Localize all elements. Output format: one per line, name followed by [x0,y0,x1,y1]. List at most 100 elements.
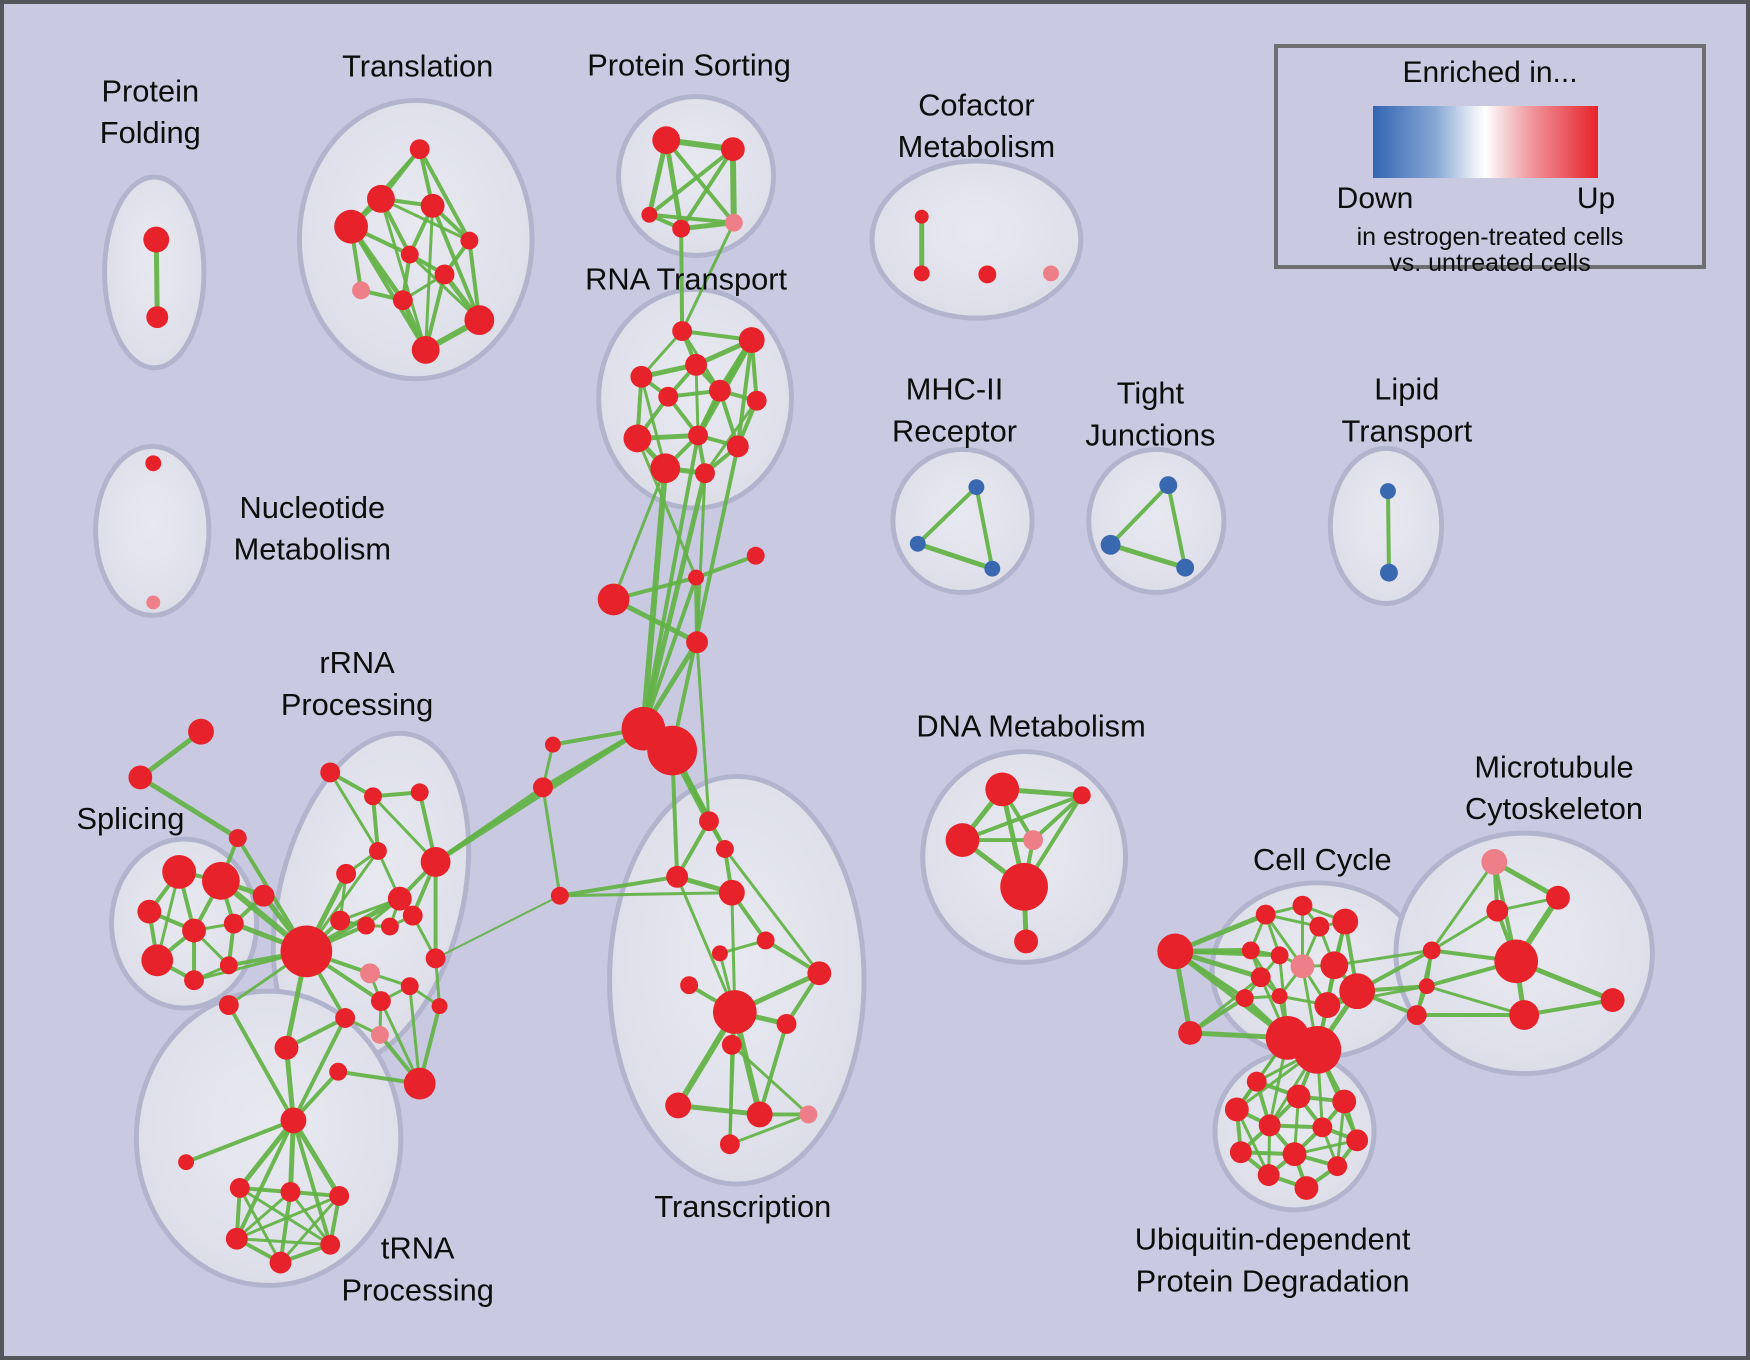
node-w9[interactable] [1327,1156,1348,1177]
node-r3[interactable] [630,365,653,388]
node-s1[interactable] [201,861,240,900]
node-th[interactable] [280,1107,307,1134]
node-pf0[interactable] [143,226,170,253]
node-w0[interactable] [1246,1071,1267,1092]
node-d2[interactable] [945,823,980,857]
node-q17[interactable] [370,1025,389,1044]
node-u0[interactable] [178,1154,195,1171]
node-v12[interactable] [746,1101,773,1128]
node-u1[interactable] [229,1178,250,1198]
node-w1[interactable] [1286,1084,1311,1109]
node-q15[interactable] [431,998,448,1015]
node-nn1[interactable] [533,777,553,798]
node-d5[interactable] [1014,929,1039,954]
node-r0[interactable] [672,321,693,342]
node-b1[interactable] [909,535,926,552]
node-v9[interactable] [776,1014,797,1034]
node-t8[interactable] [392,290,413,311]
node-q10[interactable] [402,905,423,926]
node-d4[interactable] [1000,862,1048,911]
node-g5[interactable] [1241,941,1260,960]
node-g16[interactable] [1406,1005,1427,1025]
node-pf1[interactable] [146,306,169,329]
node-x0[interactable] [188,718,214,745]
node-b0[interactable] [968,479,985,496]
node-w2[interactable] [1332,1089,1357,1114]
node-k4[interactable] [1509,1000,1540,1030]
node-g3[interactable] [1309,916,1330,937]
node-u3[interactable] [329,1186,350,1206]
node-t7[interactable] [352,281,370,300]
node-s7[interactable] [219,956,238,975]
node-s3[interactable] [182,918,206,943]
node-k5[interactable] [1600,988,1625,1013]
node-gh2[interactable] [1293,1025,1342,1074]
node-q13[interactable] [400,977,419,996]
node-s4[interactable] [223,913,244,934]
node-v8[interactable] [712,990,757,1034]
node-b2[interactable] [984,560,1001,577]
node-w4[interactable] [1258,1114,1281,1137]
node-k1[interactable] [1546,885,1570,910]
node-s0[interactable] [162,854,197,889]
node-n0[interactable] [145,455,162,472]
node-r8[interactable] [688,425,708,446]
node-g0[interactable] [1157,933,1194,970]
node-p1[interactable] [720,137,745,162]
node-g8[interactable] [1320,951,1349,980]
node-r5[interactable] [708,379,731,402]
node-w3[interactable] [1224,1097,1249,1122]
node-g15[interactable] [1418,978,1435,995]
node-w7[interactable] [1229,1141,1252,1164]
node-v6[interactable] [807,961,832,986]
node-v13[interactable] [799,1105,818,1124]
node-v5[interactable] [711,945,728,962]
node-v1[interactable] [715,840,734,858]
node-q0[interactable] [320,762,341,783]
node-g1[interactable] [1255,904,1276,925]
node-q14[interactable] [425,948,446,969]
node-d3[interactable] [1023,830,1044,850]
node-r10[interactable] [650,453,681,484]
node-s2[interactable] [137,899,162,924]
node-q19[interactable] [274,1035,299,1060]
node-q2[interactable] [410,783,429,802]
node-q7[interactable] [330,910,351,931]
node-m3[interactable] [686,631,708,654]
node-x2[interactable] [228,829,247,848]
node-u4[interactable] [225,1227,248,1250]
node-v11[interactable] [665,1092,692,1119]
node-w6[interactable] [1346,1129,1369,1152]
node-r7[interactable] [623,424,652,453]
node-b6[interactable] [1380,483,1396,500]
node-t5[interactable] [400,245,419,264]
node-t4[interactable] [460,231,479,250]
node-w8[interactable] [1282,1142,1307,1167]
node-t1[interactable] [367,184,395,213]
node-h2[interactable] [647,725,698,776]
node-rb[interactable] [280,925,333,978]
node-t6[interactable] [434,264,455,285]
node-q3[interactable] [368,842,387,860]
node-b4[interactable] [1100,534,1121,555]
node-v10[interactable] [721,1034,742,1055]
node-m0[interactable] [688,569,705,586]
node-nn0[interactable] [544,736,561,753]
node-g11[interactable] [1271,988,1288,1005]
node-k3[interactable] [1494,939,1539,984]
node-w11[interactable] [1294,1176,1319,1200]
node-s5[interactable] [141,944,174,977]
node-q21[interactable] [403,1067,436,1100]
node-g4[interactable] [1332,908,1359,935]
node-q5[interactable] [420,847,451,877]
node-q4[interactable] [336,863,357,884]
node-r11[interactable] [695,463,715,484]
node-w10[interactable] [1257,1164,1280,1187]
node-v7[interactable] [680,976,699,995]
node-v4[interactable] [756,931,775,950]
node-r1[interactable] [738,327,765,353]
node-c2[interactable] [978,265,997,284]
node-b5[interactable] [1176,558,1195,577]
node-b3[interactable] [1159,476,1178,495]
node-g9[interactable] [1250,967,1271,988]
